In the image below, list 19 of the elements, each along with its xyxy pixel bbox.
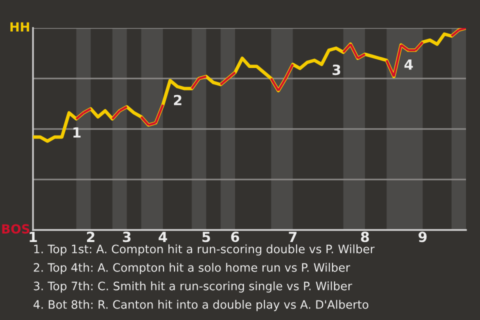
annotation: 1 [73,127,81,138]
text: HH [10,22,30,32]
text: 1. Top 1st: A. Compton hit a run-scoring double vs P. Wilber [34,244,375,256]
x-tick-label: 8 [360,232,369,242]
x-tick-label: 4 [158,232,168,242]
x-tick-label: 2 [87,232,94,242]
x-tick-label: 5 [202,232,210,242]
text: 4. Bot 8th: R. Canton hit into a double play vs A. D'Alberto [34,300,368,312]
annotation: 3 [332,64,340,76]
x-tick-label: 9 [418,232,427,242]
x-tick-label: 7 [288,232,297,242]
x-tick-label: 1 [30,232,37,242]
text: 3. Top 7th: C. Smith hit a run-scoring single vs P. Wilber [34,281,352,293]
x-tick-label: 6 [231,232,240,242]
x-tick-label: 3 [122,232,131,242]
annotation: 4 [404,60,413,70]
annotation: 2 [174,94,182,106]
text: 2. Top 4th: A. Compton hit a solo home run vs P. Wilber [34,262,350,274]
text: BOS [2,224,30,234]
